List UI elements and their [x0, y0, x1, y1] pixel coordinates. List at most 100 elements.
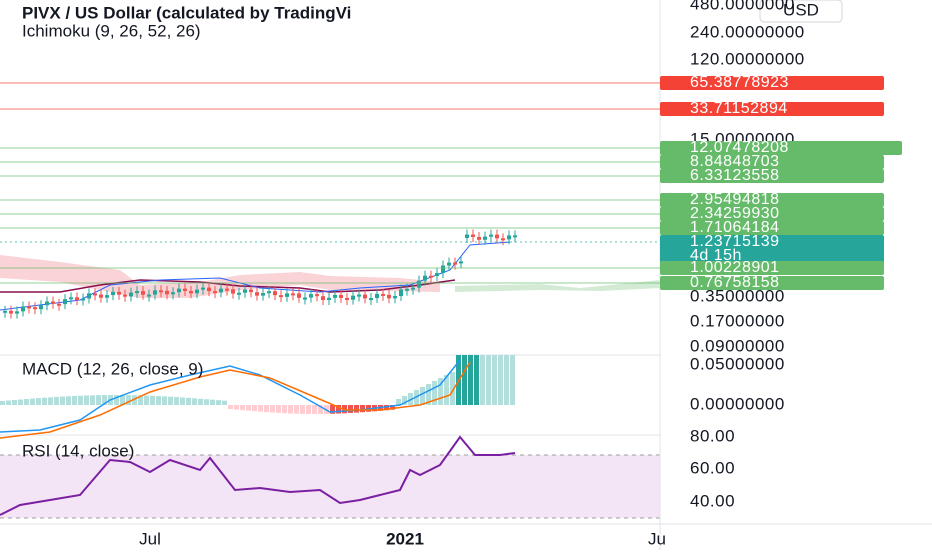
price-tag	[660, 276, 884, 290]
candle	[75, 297, 79, 301]
candle	[429, 275, 433, 278]
candle	[321, 296, 325, 300]
price-tag	[660, 141, 902, 155]
ichimoku-line	[0, 241, 511, 311]
macd-bar	[222, 400, 227, 405]
macd-bar	[6, 400, 11, 405]
candle	[39, 305, 43, 310]
candle	[93, 293, 97, 296]
rsi-label: RSI (14, close)	[22, 441, 134, 460]
candle	[87, 293, 91, 299]
price-tag-label: 0.76758158	[690, 274, 780, 291]
candle	[69, 297, 73, 300]
macd-bar	[264, 405, 269, 413]
candle	[435, 273, 439, 277]
candle	[243, 289, 247, 293]
candles	[3, 229, 517, 319]
rsi-line	[0, 435, 516, 516]
candle	[375, 293, 379, 299]
macd-bar	[102, 395, 107, 405]
macd-bar	[354, 405, 359, 413]
candle	[423, 275, 427, 281]
currency-button[interactable]	[759, 0, 843, 23]
candle	[63, 299, 67, 305]
candle	[147, 294, 151, 297]
candle	[33, 307, 37, 310]
price-axis-label: 480.0000000	[690, 0, 795, 13]
candle	[225, 288, 229, 291]
candle	[303, 297, 307, 300]
macd-bar	[504, 355, 509, 405]
macd-bar	[348, 405, 353, 413]
macd-bar	[84, 395, 89, 405]
price-tag	[660, 221, 884, 235]
macd-bar	[450, 372, 455, 405]
cloud-red	[0, 255, 440, 298]
macd-bar	[288, 405, 293, 414]
candle	[45, 301, 49, 306]
currency-label[interactable]: USD	[783, 0, 819, 19]
macd-line	[0, 359, 461, 433]
macd-bar	[48, 397, 53, 405]
candle	[327, 297, 331, 300]
macd-bar	[438, 378, 443, 405]
candle	[369, 298, 373, 301]
countdown-label: 4d 15h	[690, 247, 742, 264]
macd-bar	[30, 398, 35, 405]
price-tag	[660, 207, 884, 221]
macd-bar	[510, 355, 515, 405]
macd-bar	[144, 395, 149, 405]
candle	[453, 262, 457, 265]
macd-bar	[330, 405, 335, 414]
macd-bar	[294, 405, 299, 414]
macd-bar	[282, 405, 287, 414]
candle	[207, 287, 211, 292]
candle	[381, 293, 385, 296]
macd-bar	[468, 355, 473, 405]
candle	[363, 294, 367, 299]
macd-bar	[462, 355, 467, 405]
candle	[237, 292, 241, 295]
candle	[411, 287, 415, 290]
candle	[213, 291, 217, 294]
candle	[387, 294, 391, 299]
macd-bar	[204, 399, 209, 405]
price-tag	[660, 76, 884, 90]
candle	[81, 298, 85, 301]
candle	[177, 288, 181, 293]
macd-bar	[120, 395, 125, 405]
candle	[477, 236, 481, 240]
candle	[501, 238, 505, 241]
candle	[165, 290, 169, 295]
macd-bar	[168, 396, 173, 405]
price-tag	[660, 193, 884, 207]
macd-bar	[24, 399, 29, 405]
rsi-axis-label: 60.00	[690, 458, 735, 477]
candle	[405, 288, 409, 291]
macd-bar	[270, 405, 275, 413]
candle	[339, 294, 343, 298]
price-tag-label: 6.33123558	[690, 167, 780, 184]
macd-bar	[198, 398, 203, 405]
time-label: Jul	[139, 529, 161, 548]
candle	[231, 289, 235, 294]
price-axis-label: 240.00000000	[690, 22, 805, 41]
candle	[135, 291, 139, 294]
price-tag	[660, 261, 884, 275]
rsi-band	[0, 455, 660, 518]
candle	[465, 234, 469, 238]
macd-bar	[132, 395, 137, 405]
macd-bar	[42, 397, 47, 405]
macd-bar	[486, 355, 491, 405]
macd-bar	[426, 384, 431, 405]
candle	[309, 294, 313, 298]
candle	[267, 291, 271, 294]
macd-bar	[306, 405, 311, 414]
candle	[447, 262, 451, 266]
macd-bar	[96, 395, 101, 405]
macd-bar	[12, 400, 17, 405]
price-axis-label: 0.09000000	[690, 336, 785, 355]
macd-bar	[240, 405, 245, 411]
